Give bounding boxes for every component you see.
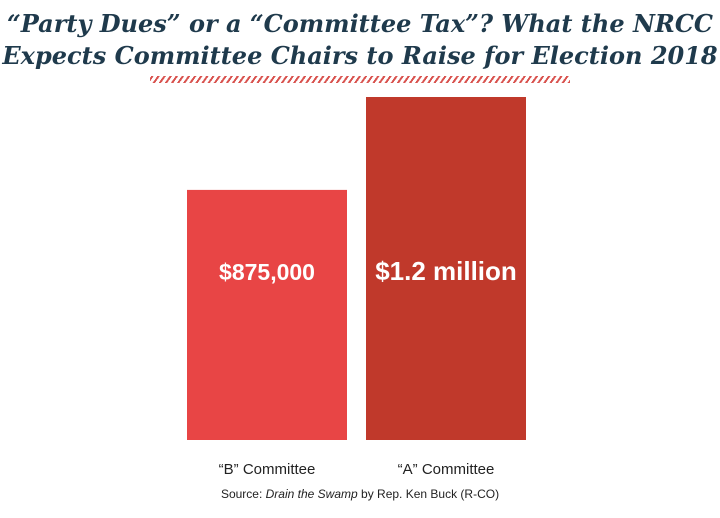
chart-title: “Party Dues” or a “Committee Tax”? What … xyxy=(0,8,720,72)
decorative-hatch-divider xyxy=(150,76,570,83)
category-label: “A” Committee xyxy=(398,461,495,478)
source-work-title: Drain the Swamp xyxy=(265,487,358,501)
bars-group: $875,000 “B” Committee $1.2 million “A” Com… xyxy=(187,97,526,478)
source-suffix: by Rep. Ken Buck (R-CO) xyxy=(357,487,500,501)
title-line-1: “Party Dues” or a “Committee Tax”? What … xyxy=(6,9,714,38)
source-prefix: Source: xyxy=(220,487,266,501)
bar-a-committee xyxy=(366,97,526,440)
bar-data-label: $1.2 million xyxy=(375,256,517,286)
title-line-2: Expects Committee Chairs to Raise for El… xyxy=(2,41,718,70)
category-label: “B” Committee xyxy=(219,461,316,478)
bar-data-label: $875,000 xyxy=(219,259,315,285)
bar-b-committee xyxy=(187,189,347,440)
source-note: Source: Drain the Swamp by Rep. Ken Buck… xyxy=(0,487,720,501)
